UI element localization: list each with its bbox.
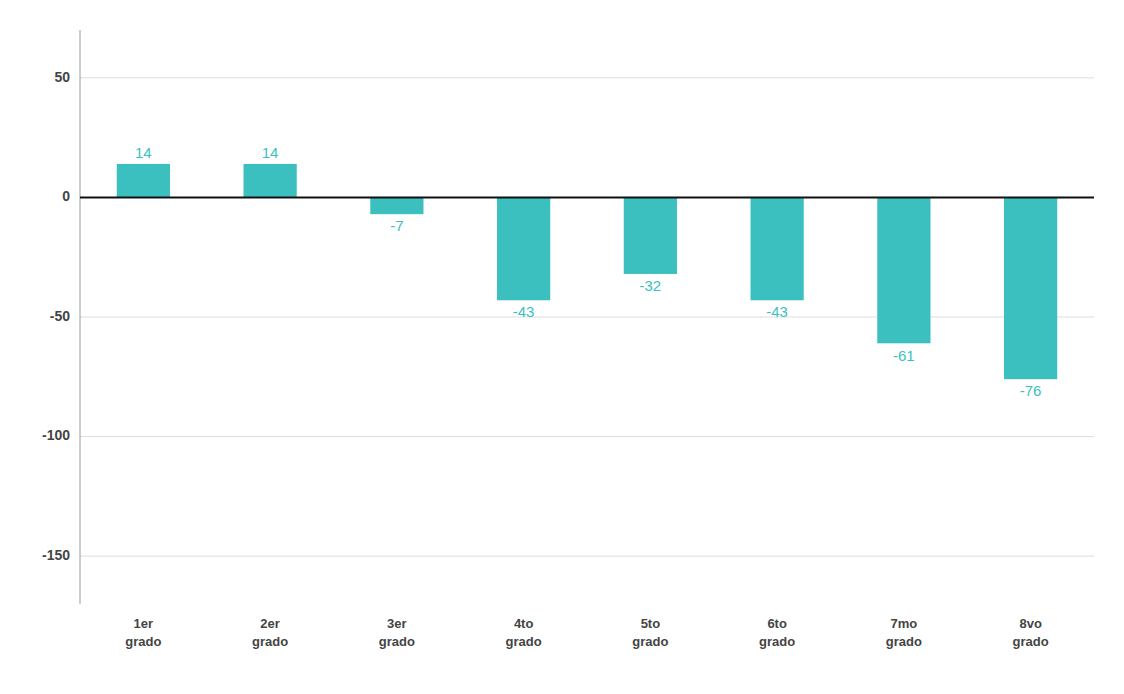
- bar: [624, 197, 677, 274]
- grid-line: [80, 317, 1094, 318]
- y-tick-label: -50: [50, 308, 70, 324]
- grid-line: [80, 77, 1094, 78]
- y-tick-label: -150: [42, 547, 70, 563]
- data-label: -61: [893, 347, 915, 364]
- y-tick-label: 0: [62, 188, 70, 204]
- bar: [497, 197, 550, 300]
- chart: -150 -100 -50 0 50 14 14 -7 -43 -32 -43 -61 -76 1ergr…: [0, 0, 1124, 694]
- bar: [117, 164, 170, 197]
- x-tick-label: 2ergrado: [252, 616, 288, 649]
- x-tick-label: 3ergrado: [379, 616, 415, 649]
- x-tick-label: 6togrado: [759, 616, 795, 649]
- x-tick-label: 1ergrado: [125, 616, 161, 649]
- data-label: 14: [135, 144, 152, 161]
- x-tick-label: 4togrado: [506, 616, 542, 649]
- bar: [751, 197, 804, 300]
- y-axis-line: [80, 30, 81, 604]
- chart-container: -150 -100 -50 0 50 14 14 -7 -43 -32 -43 -61 -76 1ergr…: [0, 0, 1124, 694]
- bar: [1004, 197, 1057, 379]
- x-tick-label: 7mogrado: [886, 616, 922, 649]
- grid-line: [80, 436, 1094, 437]
- grid-line: [80, 556, 1094, 557]
- y-tick-label: -100: [42, 427, 70, 443]
- grid-line: [80, 197, 1094, 198]
- data-label: -32: [640, 277, 662, 294]
- data-label: 14: [262, 144, 279, 161]
- x-tick-label: 5togrado: [632, 616, 668, 649]
- plot: [80, 78, 1094, 556]
- data-label: -76: [1020, 382, 1042, 399]
- data-label: -43: [766, 303, 788, 320]
- bar: [877, 197, 930, 343]
- bar: [244, 164, 297, 197]
- x-tick-label: 8vogrado: [1013, 616, 1049, 649]
- bars: [117, 164, 1057, 379]
- bar: [370, 197, 423, 214]
- y-tick-label: 50: [54, 69, 70, 85]
- data-label: -43: [513, 303, 535, 320]
- data-label: -7: [390, 217, 403, 234]
- zero-line: [80, 196, 1094, 198]
